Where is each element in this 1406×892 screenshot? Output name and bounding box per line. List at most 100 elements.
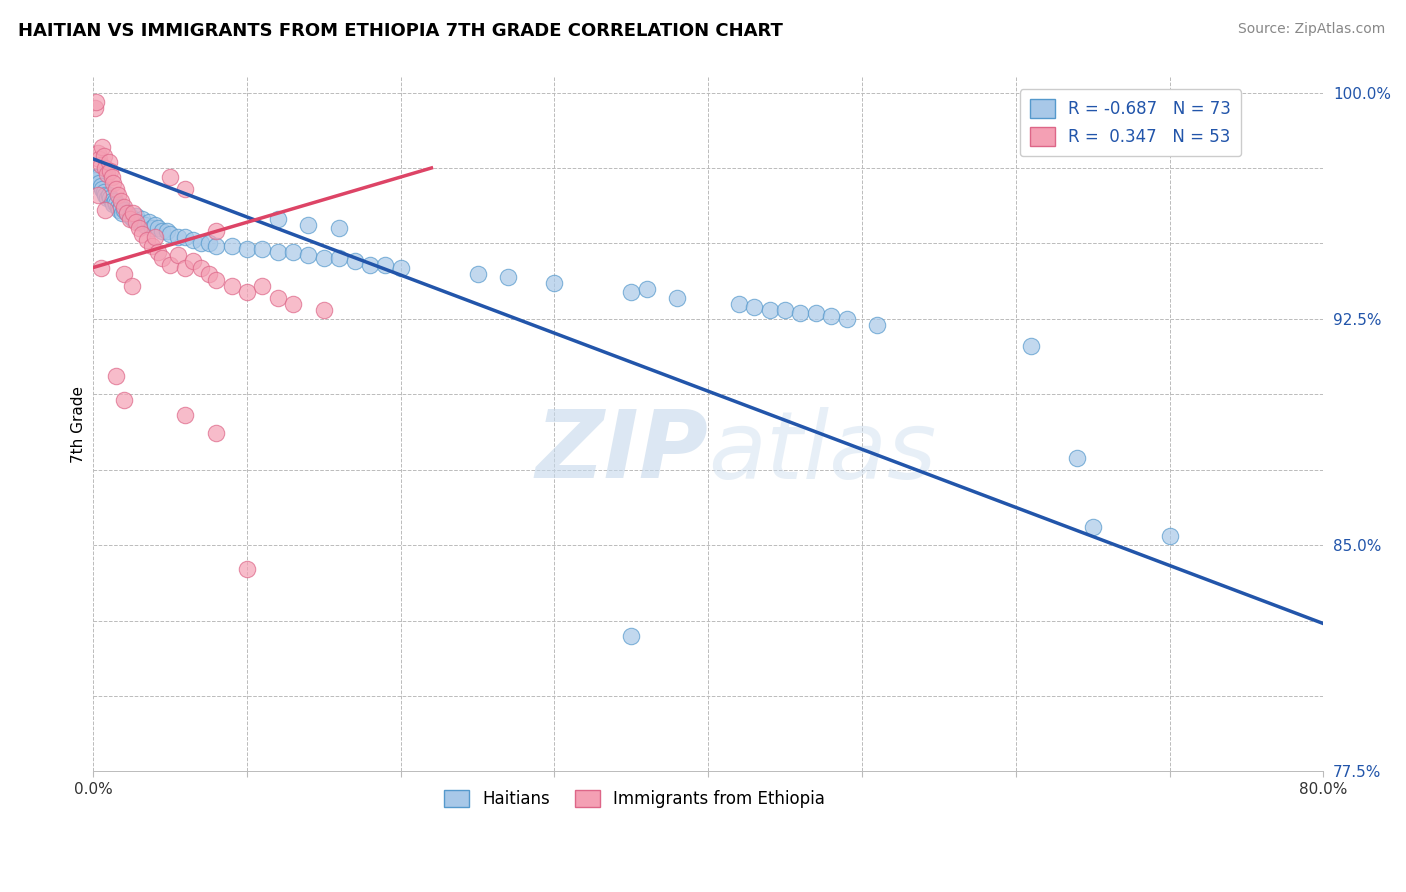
Point [467, 267, 489, 281]
Point [159, 169, 181, 184]
Point [236, 285, 259, 299]
Point [91, 140, 114, 154]
Point [105, 369, 128, 384]
Point [146, 245, 169, 260]
Point [98, 164, 121, 178]
Point [83, 169, 105, 184]
Text: Source: ZipAtlas.com: Source: ZipAtlas.com [1237, 22, 1385, 37]
Point [221, 278, 243, 293]
Point [666, 291, 689, 305]
Point [98, 191, 121, 205]
Point [758, 302, 780, 317]
Point [190, 260, 212, 275]
Point [156, 224, 179, 238]
Point [138, 215, 160, 229]
Point [744, 300, 766, 314]
Point [728, 296, 751, 310]
Point [804, 306, 827, 320]
Point [236, 243, 259, 257]
Point [312, 252, 335, 266]
Point [93, 149, 115, 163]
Point [90, 260, 112, 275]
Legend: Haitians, Immigrants from Ethiopia: Haitians, Immigrants from Ethiopia [437, 783, 832, 815]
Point [115, 206, 138, 220]
Point [131, 227, 153, 242]
Point [174, 182, 197, 196]
Point [101, 197, 124, 211]
Point [105, 197, 128, 211]
Point [205, 239, 228, 253]
Point [190, 236, 212, 251]
Point [87, 169, 110, 184]
Point [121, 278, 143, 293]
Point [96, 191, 118, 205]
Point [281, 296, 304, 310]
Point [100, 194, 122, 208]
Text: atlas: atlas [709, 407, 936, 498]
Point [620, 285, 643, 299]
Point [174, 409, 197, 423]
Point [1066, 450, 1088, 465]
Point [90, 158, 112, 172]
Point [236, 562, 259, 576]
Point [93, 185, 115, 199]
Point [205, 272, 228, 286]
Point [789, 306, 811, 320]
Point [343, 254, 366, 268]
Point [197, 267, 219, 281]
Point [83, 101, 105, 115]
Point [134, 219, 156, 233]
Point [122, 206, 145, 220]
Point [110, 194, 132, 208]
Point [141, 221, 163, 235]
Point [773, 302, 796, 317]
Point [141, 239, 163, 253]
Point [89, 176, 111, 190]
Point [131, 212, 153, 227]
Point [835, 311, 858, 326]
Point [110, 200, 132, 214]
Point [143, 230, 166, 244]
Point [111, 206, 134, 220]
Point [205, 426, 228, 441]
Point [1019, 339, 1042, 353]
Point [252, 243, 274, 257]
Point [297, 219, 319, 233]
Point [96, 167, 118, 181]
Point [100, 169, 122, 184]
Point [389, 260, 412, 275]
Y-axis label: 7th Grade: 7th Grade [72, 386, 86, 463]
Point [136, 233, 159, 247]
Point [166, 230, 188, 244]
Point [328, 221, 350, 235]
Point [97, 155, 120, 169]
Point [197, 236, 219, 251]
Point [221, 239, 243, 253]
Point [543, 276, 565, 290]
Point [97, 188, 120, 202]
Point [120, 209, 142, 223]
Text: ZIP: ZIP [536, 406, 709, 498]
Point [125, 215, 148, 229]
Point [112, 393, 135, 408]
Point [174, 230, 197, 244]
Point [498, 269, 520, 284]
Point [374, 258, 396, 272]
Point [107, 188, 129, 202]
Point [94, 161, 117, 175]
Point [1159, 529, 1181, 543]
Point [297, 248, 319, 262]
Point [281, 245, 304, 260]
Point [820, 309, 842, 323]
Point [87, 145, 110, 160]
Point [108, 203, 131, 218]
Point [866, 318, 889, 332]
Point [146, 221, 169, 235]
Point [84, 95, 107, 109]
Point [312, 302, 335, 317]
Point [91, 182, 114, 196]
Point [112, 267, 135, 281]
Point [205, 224, 228, 238]
Point [166, 248, 188, 262]
Point [174, 260, 197, 275]
